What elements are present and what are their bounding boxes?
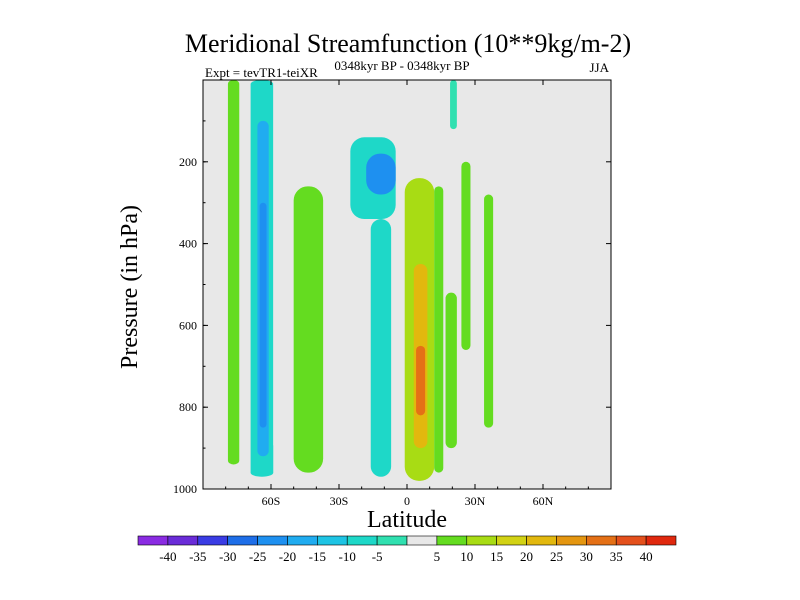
colorbar-swatch [376, 535, 408, 546]
colorbar-label: -30 [219, 549, 236, 564]
x-tick-label: 60S [262, 494, 281, 508]
colorbar-swatch [586, 535, 617, 546]
period-label: 0348kyr BP - 0348kyr BP [334, 58, 469, 73]
colorbar-swatch [227, 535, 258, 546]
x-tick-label: 30S [330, 494, 349, 508]
colorbar: -40 -35 -30 -25 -20 -15 -10 -5 5 10 15 20 25 30 35 40 [137, 535, 677, 564]
colorbar-swatch [197, 535, 228, 546]
colorbar-swatch [406, 535, 438, 546]
colorbar-swatch [466, 535, 497, 546]
contour-region-sh-polar-band [227, 80, 240, 465]
colorbar-label: 25 [550, 549, 563, 564]
contour-region-nh-mid-lat-cell [484, 194, 494, 428]
y-tick-label: 600 [179, 318, 197, 332]
y-tick-label: 800 [179, 400, 197, 414]
contour-plot-area [202, 79, 612, 490]
y-tick-label: 400 [179, 237, 197, 251]
colorbar-swatch [496, 535, 527, 546]
season-label: JJA [589, 60, 609, 75]
chart-title: Meridional Streamfunction (10**9kg/m-2) [185, 29, 631, 58]
y-axis-title: Pressure (in hPa) [117, 205, 143, 369]
colorbar-swatch [317, 535, 348, 546]
colorbar-label: -5 [372, 549, 383, 564]
x-tick-label: 60N [533, 494, 554, 508]
colorbar-label: -15 [309, 549, 326, 564]
colorbar-swatch [436, 535, 468, 546]
contour-region-nh-subtropic-lower [445, 292, 457, 449]
contour-region-tropical-cell-max [416, 345, 426, 416]
colorbar-swatch [287, 535, 318, 546]
colorbar-swatch [526, 535, 557, 546]
colorbar-swatch [137, 535, 169, 546]
colorbar-label: 20 [520, 549, 533, 564]
contour-region-sh-subtropic-lower [370, 219, 392, 477]
colorbar-label: 40 [640, 549, 653, 564]
colorbar-label: -20 [279, 549, 296, 564]
y-tick-label: 1000 [173, 482, 197, 496]
contour-region-nh-subtropic-upper [461, 161, 471, 350]
colorbar-label: -10 [339, 549, 356, 564]
contour-region-sh-subtropic-upper-core [366, 153, 396, 195]
axes: 60S 30S 0 30N 60N 200 400 600 800 1000 [173, 80, 611, 508]
colorbar-label: 30 [580, 549, 593, 564]
colorbar-swatch [645, 535, 677, 546]
x-tick-label: 0 [404, 494, 410, 508]
x-axis-title: Latitude [367, 507, 447, 533]
colorbar-swatch [556, 535, 587, 546]
colorbar-swatch [346, 535, 378, 546]
colorbar-swatch [257, 535, 288, 546]
experiment-label: Expt = tevTR1-teiXR [205, 65, 318, 80]
colorbar-swatch [615, 535, 647, 546]
colorbar-swatch [167, 535, 199, 546]
colorbar-label: 5 [434, 549, 441, 564]
x-tick-label: 30N [465, 494, 486, 508]
contour-region-nh-upper-sliver [450, 80, 457, 130]
y-tick-label: 200 [179, 155, 197, 169]
contour-region-nh-subtropic-band [434, 186, 444, 473]
colorbar-label: -40 [159, 549, 176, 564]
colorbar-label: 35 [610, 549, 623, 564]
contour-region-sh-high-lat-core-deep [259, 202, 267, 428]
colorbar-label: -25 [249, 549, 266, 564]
colorbar-label: 15 [490, 549, 503, 564]
contour-region-sh-mid-lat-cell [293, 186, 324, 473]
contour-region-sh-high-lat-edge [273, 80, 281, 449]
colorbar-label: 10 [460, 549, 473, 564]
colorbar-label: -35 [189, 549, 206, 564]
